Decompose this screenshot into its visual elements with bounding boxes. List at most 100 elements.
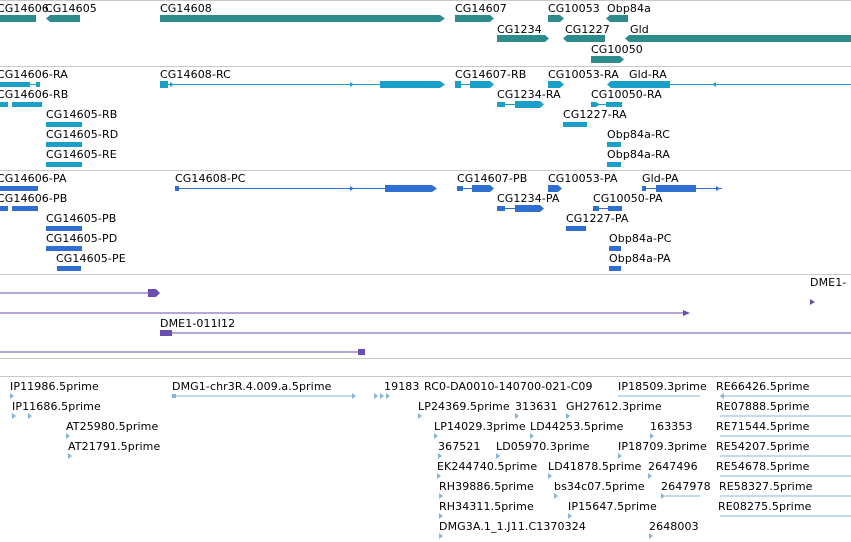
est-glyph[interactable] — [618, 453, 622, 459]
gene-glyph[interactable] — [548, 15, 564, 22]
est-glyph[interactable] — [172, 393, 356, 399]
est-glyph[interactable] — [374, 393, 390, 399]
est-glyph[interactable] — [439, 493, 443, 499]
est-label: RE54678.5prime — [716, 460, 810, 473]
est-label: RE54207.5prime — [716, 440, 810, 453]
protein-glyph[interactable] — [46, 226, 82, 231]
est-glyph[interactable] — [496, 453, 500, 459]
transcript-glyph[interactable] — [591, 102, 622, 107]
est-glyph[interactable] — [568, 513, 572, 519]
est-glyph[interactable] — [649, 533, 653, 539]
est-label: 19183 — [384, 380, 420, 393]
transcript-label: Obp84a-RA — [607, 148, 670, 161]
transcript-glyphs[interactable] — [0, 66, 851, 170]
est-glyph[interactable] — [434, 433, 438, 439]
transcript-glyph[interactable] — [46, 162, 82, 167]
protein-glyph[interactable] — [0, 206, 38, 211]
transcript-glyph[interactable] — [46, 142, 82, 147]
transcript-label: Obp84a-RC — [607, 128, 671, 141]
gene-glyph[interactable] — [606, 15, 628, 22]
transcript-label: CG10053-RA — [548, 68, 619, 81]
gene-glyph[interactable] — [591, 56, 624, 63]
est-glyph[interactable] — [418, 413, 422, 419]
transcript-glyph[interactable] — [0, 82, 40, 87]
est-glyph[interactable] — [515, 413, 519, 419]
protein-glyph[interactable] — [593, 206, 622, 211]
clone-glyph[interactable] — [160, 330, 851, 336]
gene-glyph[interactable] — [46, 15, 80, 22]
clone-glyphs[interactable] — [0, 274, 851, 358]
gene-label: Gld — [630, 23, 649, 36]
protein-label: CG14605-PB — [46, 212, 117, 225]
est-label: bs34c07.5prime — [554, 480, 645, 493]
est-glyph[interactable] — [650, 433, 654, 439]
protein-glyph[interactable] — [566, 226, 586, 231]
transcript-glyph[interactable] — [497, 101, 544, 108]
clone-glyph[interactable] — [0, 349, 365, 355]
transcript-label: CG1234-RA — [497, 88, 561, 101]
gene-label: CG14608 — [160, 2, 212, 15]
gene-glyph[interactable] — [455, 15, 494, 22]
protein-glyph[interactable] — [548, 185, 562, 192]
gene-label: Obp84a — [607, 2, 651, 15]
protein-glyph[interactable] — [57, 266, 81, 271]
transcript-glyph[interactable] — [607, 162, 621, 167]
transcript-glyph[interactable] — [607, 142, 621, 147]
clone-glyph[interactable] — [810, 299, 815, 305]
protein-glyph[interactable] — [642, 185, 722, 192]
est-label: IP15647.5prime — [568, 500, 657, 513]
transcript-glyph[interactable] — [607, 81, 851, 88]
transcript-glyph[interactable] — [455, 81, 494, 88]
est-glyph[interactable] — [720, 393, 851, 399]
protein-label: CG14608-PC — [175, 172, 246, 185]
est-glyph[interactable] — [530, 433, 534, 439]
protein-glyph[interactable] — [175, 185, 437, 192]
transcript-glyph[interactable] — [0, 102, 42, 107]
gene-label: CG10050 — [591, 43, 643, 56]
est-glyph[interactable] — [554, 493, 558, 499]
est-glyph[interactable] — [438, 453, 442, 459]
est-label: IP18709.3prime — [618, 440, 707, 453]
gene-glyph[interactable] — [0, 15, 36, 22]
est-glyph[interactable] — [661, 493, 700, 499]
track-separator — [0, 66, 851, 67]
protein-label: CG10053-PA — [548, 172, 618, 185]
est-glyph[interactable] — [437, 473, 441, 479]
est-glyph[interactable] — [648, 473, 652, 479]
est-glyph[interactable] — [10, 393, 14, 399]
est-glyphs[interactable] — [0, 376, 851, 542]
track-separator — [0, 170, 851, 171]
gene-glyph[interactable] — [563, 35, 605, 42]
clone-glyph[interactable] — [0, 310, 690, 316]
transcript-glyph[interactable] — [46, 122, 82, 127]
transcript-label: CG14605-RE — [46, 148, 117, 161]
transcript-label: Gld-RA — [629, 68, 667, 81]
gene-glyphs[interactable] — [0, 0, 851, 66]
gene-glyph[interactable] — [497, 35, 549, 42]
protein-glyph[interactable] — [46, 246, 82, 251]
gene-glyph[interactable] — [160, 15, 445, 22]
est-glyph[interactable] — [566, 413, 570, 419]
protein-label: CG14605-PE — [56, 252, 126, 265]
protein-glyph[interactable] — [609, 246, 621, 251]
gene-glyph[interactable] — [625, 35, 851, 42]
transcript-label: CG1227-RA — [563, 108, 627, 121]
est-glyph[interactable] — [66, 433, 70, 439]
transcript-label: CG14606-RA — [0, 68, 68, 81]
protein-glyph[interactable] — [0, 186, 38, 191]
protein-glyph[interactable] — [609, 266, 621, 271]
est-glyph[interactable] — [68, 453, 72, 459]
protein-glyph[interactable] — [457, 185, 494, 192]
est-label: RE58327.5prime — [719, 480, 813, 493]
clone-glyph[interactable] — [0, 289, 160, 297]
transcript-glyph[interactable] — [563, 122, 587, 127]
protein-glyphs[interactable] — [0, 170, 851, 274]
est-glyph[interactable] — [548, 473, 552, 479]
track-separator — [0, 376, 851, 377]
transcript-glyph[interactable] — [548, 81, 564, 88]
est-glyph[interactable] — [439, 513, 443, 519]
est-glyph[interactable] — [439, 533, 443, 539]
est-glyph[interactable] — [12, 413, 32, 419]
transcript-glyph[interactable] — [160, 81, 445, 88]
protein-glyph[interactable] — [497, 205, 544, 212]
